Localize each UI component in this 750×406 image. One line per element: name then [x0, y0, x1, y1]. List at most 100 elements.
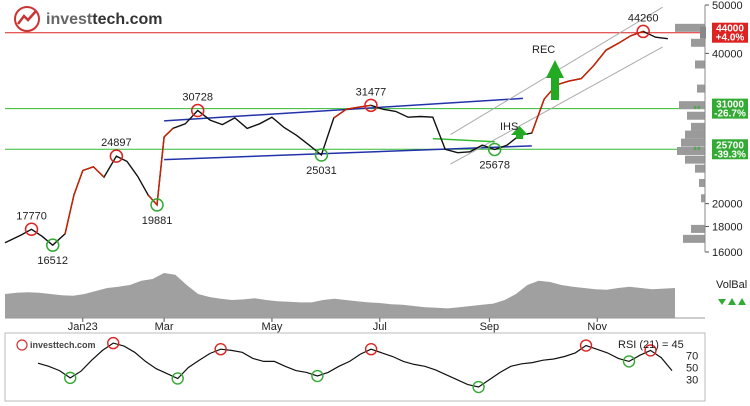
price-label-24897: 24897	[101, 137, 132, 149]
x-tick-label-Sep: Sep	[480, 321, 500, 333]
price-label-25031: 25031	[306, 165, 337, 177]
channel-upper-line	[164, 97, 524, 122]
volume-profile-bar-1	[691, 38, 705, 47]
channel-lower-line	[164, 145, 532, 161]
rsi-marker-7	[579, 339, 593, 352]
price-label-17770: 17770	[16, 210, 47, 222]
rsi-marker-9	[644, 344, 657, 357]
price-marker-16512	[45, 238, 60, 252]
rsi-series-line	[37, 342, 673, 388]
rsi-logo: investtech.com	[16, 339, 96, 351]
volume-profile-bar-10	[685, 155, 705, 164]
price-marker-25031	[314, 148, 329, 162]
y-tick-label-16000: 16000	[712, 247, 743, 259]
rsi-tick-label-50: 50	[686, 363, 698, 375]
x-axis: Jan23 Mar May Jul Sep Nov	[5, 317, 705, 333]
volume-profile-bar-14	[691, 224, 705, 233]
x-tick-label-Nov: Nov	[587, 321, 607, 333]
brand-logo: investtech.com	[14, 6, 163, 32]
logo-arrow-icon	[17, 10, 37, 25]
rsi-marker-8	[622, 355, 636, 368]
level-badge-value: 44000	[716, 24, 744, 35]
price-label-19881: 19881	[142, 215, 173, 227]
price-label-30728: 30728	[182, 92, 213, 104]
y-axis: 16000 18000 20000 40000 50000	[704, 0, 743, 259]
volume-profile-bar-11	[695, 164, 705, 173]
price-marker-30728	[190, 103, 205, 118]
volume-area-shape	[5, 273, 675, 318]
x-tick-label-Jul: Jul	[373, 321, 387, 333]
ihs-arrow-icon	[511, 126, 528, 139]
price-label-25678: 25678	[479, 159, 510, 171]
level-badge-25700: 25700-39.3% **	[693, 139, 748, 160]
price-marker-31477	[364, 98, 378, 113]
rsi-marker-2	[171, 372, 184, 385]
volbal-arrows-icon	[718, 298, 746, 305]
price-annotations: 17770 16512 24897 19881 30728 25031 31477 25678…	[16, 12, 658, 267]
price-rising-segment-1	[147, 127, 174, 207]
price-marker-19881	[150, 198, 164, 212]
price-label-16512: 16512	[37, 255, 68, 267]
y-tick-label-50000: 50000	[712, 0, 743, 12]
level-badge-pct: +4.0%	[716, 33, 745, 44]
price-rising-segment-0	[64, 165, 105, 234]
price-rising-segment-3	[531, 30, 644, 134]
up-channel-lower-line	[450, 46, 663, 165]
level-badge-value: 31000	[716, 100, 744, 111]
rsi-marker-1	[107, 336, 120, 350]
pattern-label-rec: REC	[532, 44, 555, 56]
level-star-icon: **	[693, 105, 701, 116]
price-panel: 17770 16512 24897 19881 30728 25031 31477 25678…	[4, 0, 748, 333]
pattern-label-ihs: IHS	[500, 121, 518, 133]
volume-profile-bar-12	[699, 178, 705, 187]
price-label-44260: 44260	[628, 12, 659, 24]
volume-profile-bar-5	[687, 111, 705, 120]
volume-profile-bar-8	[681, 138, 705, 147]
volume-profile-bar-15	[683, 234, 705, 243]
volume-profile-bar-4	[679, 101, 705, 110]
volume-profile-bar-6	[691, 122, 705, 131]
level-badge-bg	[712, 22, 748, 43]
price-marker-44260	[636, 24, 650, 39]
level-marker-icon	[700, 26, 706, 39]
price-label-31477: 31477	[356, 86, 387, 98]
rsi-label: RSI (21) = 45	[618, 339, 684, 351]
rsi-tick-label-70: 70	[686, 350, 698, 362]
level-badge-31000: 31000-26.7% **	[693, 98, 748, 120]
y-tick-label-18000: 18000	[712, 221, 743, 233]
volume-profile-bar-0	[675, 23, 705, 32]
rsi-marker-5	[364, 343, 378, 356]
level-badge-bg	[712, 98, 748, 119]
logo-prefix: invest	[46, 11, 93, 28]
rsi-logo-icon	[16, 339, 28, 351]
volume-profile-bar-9	[677, 146, 705, 155]
level-star-icon: **	[693, 145, 701, 156]
rsi-marker-0	[64, 371, 77, 385]
rsi-panel-border	[4, 332, 706, 402]
price-marker-25678	[487, 142, 502, 157]
level-badge-pct: -26.7%	[714, 109, 746, 120]
level-badge-44000: 44000+4.0%	[700, 22, 748, 44]
volume-profile-bar-13	[701, 194, 705, 203]
level-badge-pct: -39.3%	[714, 149, 746, 160]
volume-profile-bar-3	[697, 84, 705, 93]
price-marker-17770	[24, 222, 39, 237]
svg-text:investtech.com: investtech.com	[46, 11, 163, 28]
price-marker-24897	[109, 149, 124, 163]
rsi-marker-4	[311, 369, 324, 383]
volume-profile-bar-7	[685, 130, 705, 139]
level-badge-bg	[712, 139, 748, 160]
rsi-line	[37, 342, 673, 388]
level-badge-value: 25700	[716, 140, 744, 151]
volume-profile-bar-2	[695, 60, 705, 69]
volume-area	[5, 273, 675, 318]
volbal-label: VolBal	[716, 279, 747, 291]
trend-channels	[164, 6, 663, 165]
ihs-neckline	[432, 137, 495, 143]
level-badges: 44000+4.0% 31000-26.7% ** 25700-39.3% **	[693, 22, 748, 160]
rec-arrow-icon	[546, 60, 564, 100]
rsi-tick-label-30: 30	[686, 375, 698, 387]
